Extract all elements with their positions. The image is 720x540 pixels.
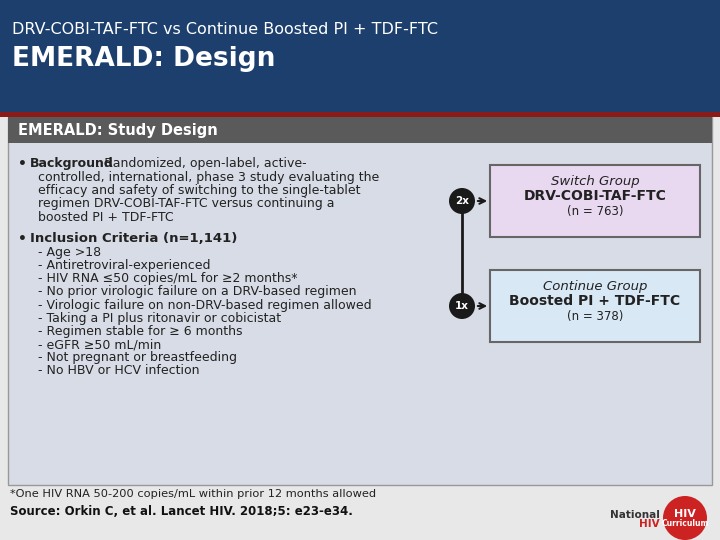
- Text: Boosted PI + TDF-FTC: Boosted PI + TDF-FTC: [510, 294, 680, 308]
- Text: •: •: [18, 157, 27, 171]
- Bar: [490, 165, 700, 237]
- Text: National: National: [610, 510, 660, 520]
- Text: DRV-COBI-TAF-FTC: DRV-COBI-TAF-FTC: [523, 189, 667, 203]
- Bar: [8, 117, 712, 143]
- Text: - Not pregnant or breastfeeding: - Not pregnant or breastfeeding: [38, 352, 237, 365]
- Text: - eGFR ≥50 mL/min: - eGFR ≥50 mL/min: [38, 338, 161, 351]
- Text: HIV: HIV: [674, 509, 696, 519]
- Bar: [0, 112, 720, 117]
- Text: DRV-COBI-TAF-FTC vs Continue Boosted PI + TDF-FTC: DRV-COBI-TAF-FTC vs Continue Boosted PI …: [12, 23, 438, 37]
- Text: Source: Orkin C, et al. Lancet HIV. 2018;5: e23-e34.: Source: Orkin C, et al. Lancet HIV. 2018…: [10, 505, 353, 518]
- Text: Continue Group: Continue Group: [543, 280, 647, 293]
- Text: controlled, international, phase 3 study evaluating the: controlled, international, phase 3 study…: [38, 171, 379, 184]
- Text: - Regimen stable for ≥ 6 months: - Regimen stable for ≥ 6 months: [38, 325, 243, 338]
- Text: boosted PI + TDF-FTC: boosted PI + TDF-FTC: [38, 211, 174, 224]
- Text: Inclusion Criteria (n=1,141): Inclusion Criteria (n=1,141): [30, 233, 238, 246]
- Text: •: •: [18, 233, 27, 246]
- Text: 2x: 2x: [455, 196, 469, 206]
- Bar: [490, 270, 700, 342]
- Text: *One HIV RNA 50-200 copies/mL within prior 12 months allowed: *One HIV RNA 50-200 copies/mL within pri…: [10, 489, 376, 499]
- Text: (n = 378): (n = 378): [567, 310, 624, 323]
- Text: efficacy and safety of switching to the single-tablet: efficacy and safety of switching to the …: [38, 184, 361, 197]
- Bar: [0, 0, 720, 112]
- Bar: [8, 117, 712, 485]
- Text: - Age >18: - Age >18: [38, 246, 101, 259]
- Circle shape: [449, 188, 475, 214]
- Text: Background: Background: [30, 157, 114, 170]
- Text: : Randomized, open-label, active-: : Randomized, open-label, active-: [96, 157, 307, 170]
- Text: HIV: HIV: [639, 519, 660, 529]
- Text: (n = 763): (n = 763): [567, 205, 624, 218]
- Text: - No prior virologic failure on a DRV-based regimen: - No prior virologic failure on a DRV-ba…: [38, 285, 356, 298]
- Text: 1x: 1x: [455, 301, 469, 311]
- Circle shape: [449, 293, 475, 319]
- Text: - Taking a PI plus ritonavir or cobicistat: - Taking a PI plus ritonavir or cobicist…: [38, 312, 281, 325]
- Text: Curriculum: Curriculum: [661, 519, 708, 529]
- Circle shape: [663, 496, 707, 540]
- Text: Switch Group: Switch Group: [551, 175, 639, 188]
- Text: - No HBV or HCV infection: - No HBV or HCV infection: [38, 364, 199, 377]
- Text: EMERALD: Design: EMERALD: Design: [12, 46, 275, 72]
- Text: regimen DRV-COBI-TAF-FTC versus continuing a: regimen DRV-COBI-TAF-FTC versus continui…: [38, 198, 335, 211]
- Text: - Antiretroviral-experienced: - Antiretroviral-experienced: [38, 259, 210, 272]
- Text: - HIV RNA ≤50 copies/mL for ≥2 months*: - HIV RNA ≤50 copies/mL for ≥2 months*: [38, 272, 297, 285]
- Text: - Virologic failure on non-DRV-based regimen allowed: - Virologic failure on non-DRV-based reg…: [38, 299, 372, 312]
- Text: EMERALD: Study Design: EMERALD: Study Design: [18, 123, 217, 138]
